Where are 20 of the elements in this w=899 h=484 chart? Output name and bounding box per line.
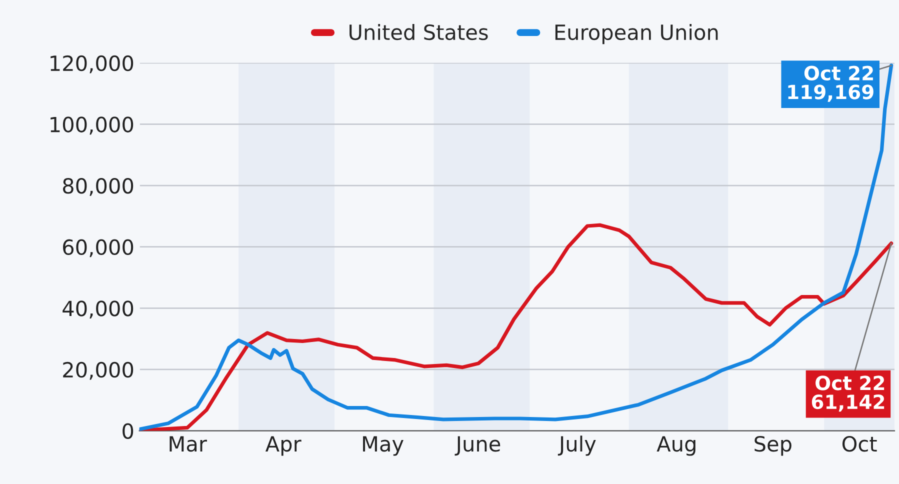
x-tick-label: Sep <box>754 436 792 456</box>
annotation: Oct 22 119,169 <box>788 66 874 102</box>
y-tick-label: 120,000 <box>50 55 134 74</box>
x-tick-label: Mar <box>170 436 207 452</box>
y-tick-label: 40,000 <box>62 300 134 318</box>
y-tick-label: 20,000 <box>63 362 134 380</box>
y-tick-label: 100,000 <box>50 116 134 135</box>
x-tick-label: Aug <box>656 436 696 456</box>
x-tick-label: May <box>363 436 404 456</box>
y-tick-label: 0 <box>122 423 134 439</box>
y-tick-label: 80,000 <box>63 178 134 196</box>
x-tick-label: Oct <box>842 436 877 452</box>
y-tick-label: 60,000 <box>63 239 134 258</box>
x-tick-label: June <box>454 436 500 456</box>
legend-label: European Union <box>555 24 718 44</box>
legend-label: United States <box>350 24 488 40</box>
annotation: Oct 22 61,142 <box>812 376 884 412</box>
x-tick-label: July <box>558 436 596 456</box>
line-series <box>139 64 894 431</box>
x-tick-label: Apr <box>265 436 302 456</box>
